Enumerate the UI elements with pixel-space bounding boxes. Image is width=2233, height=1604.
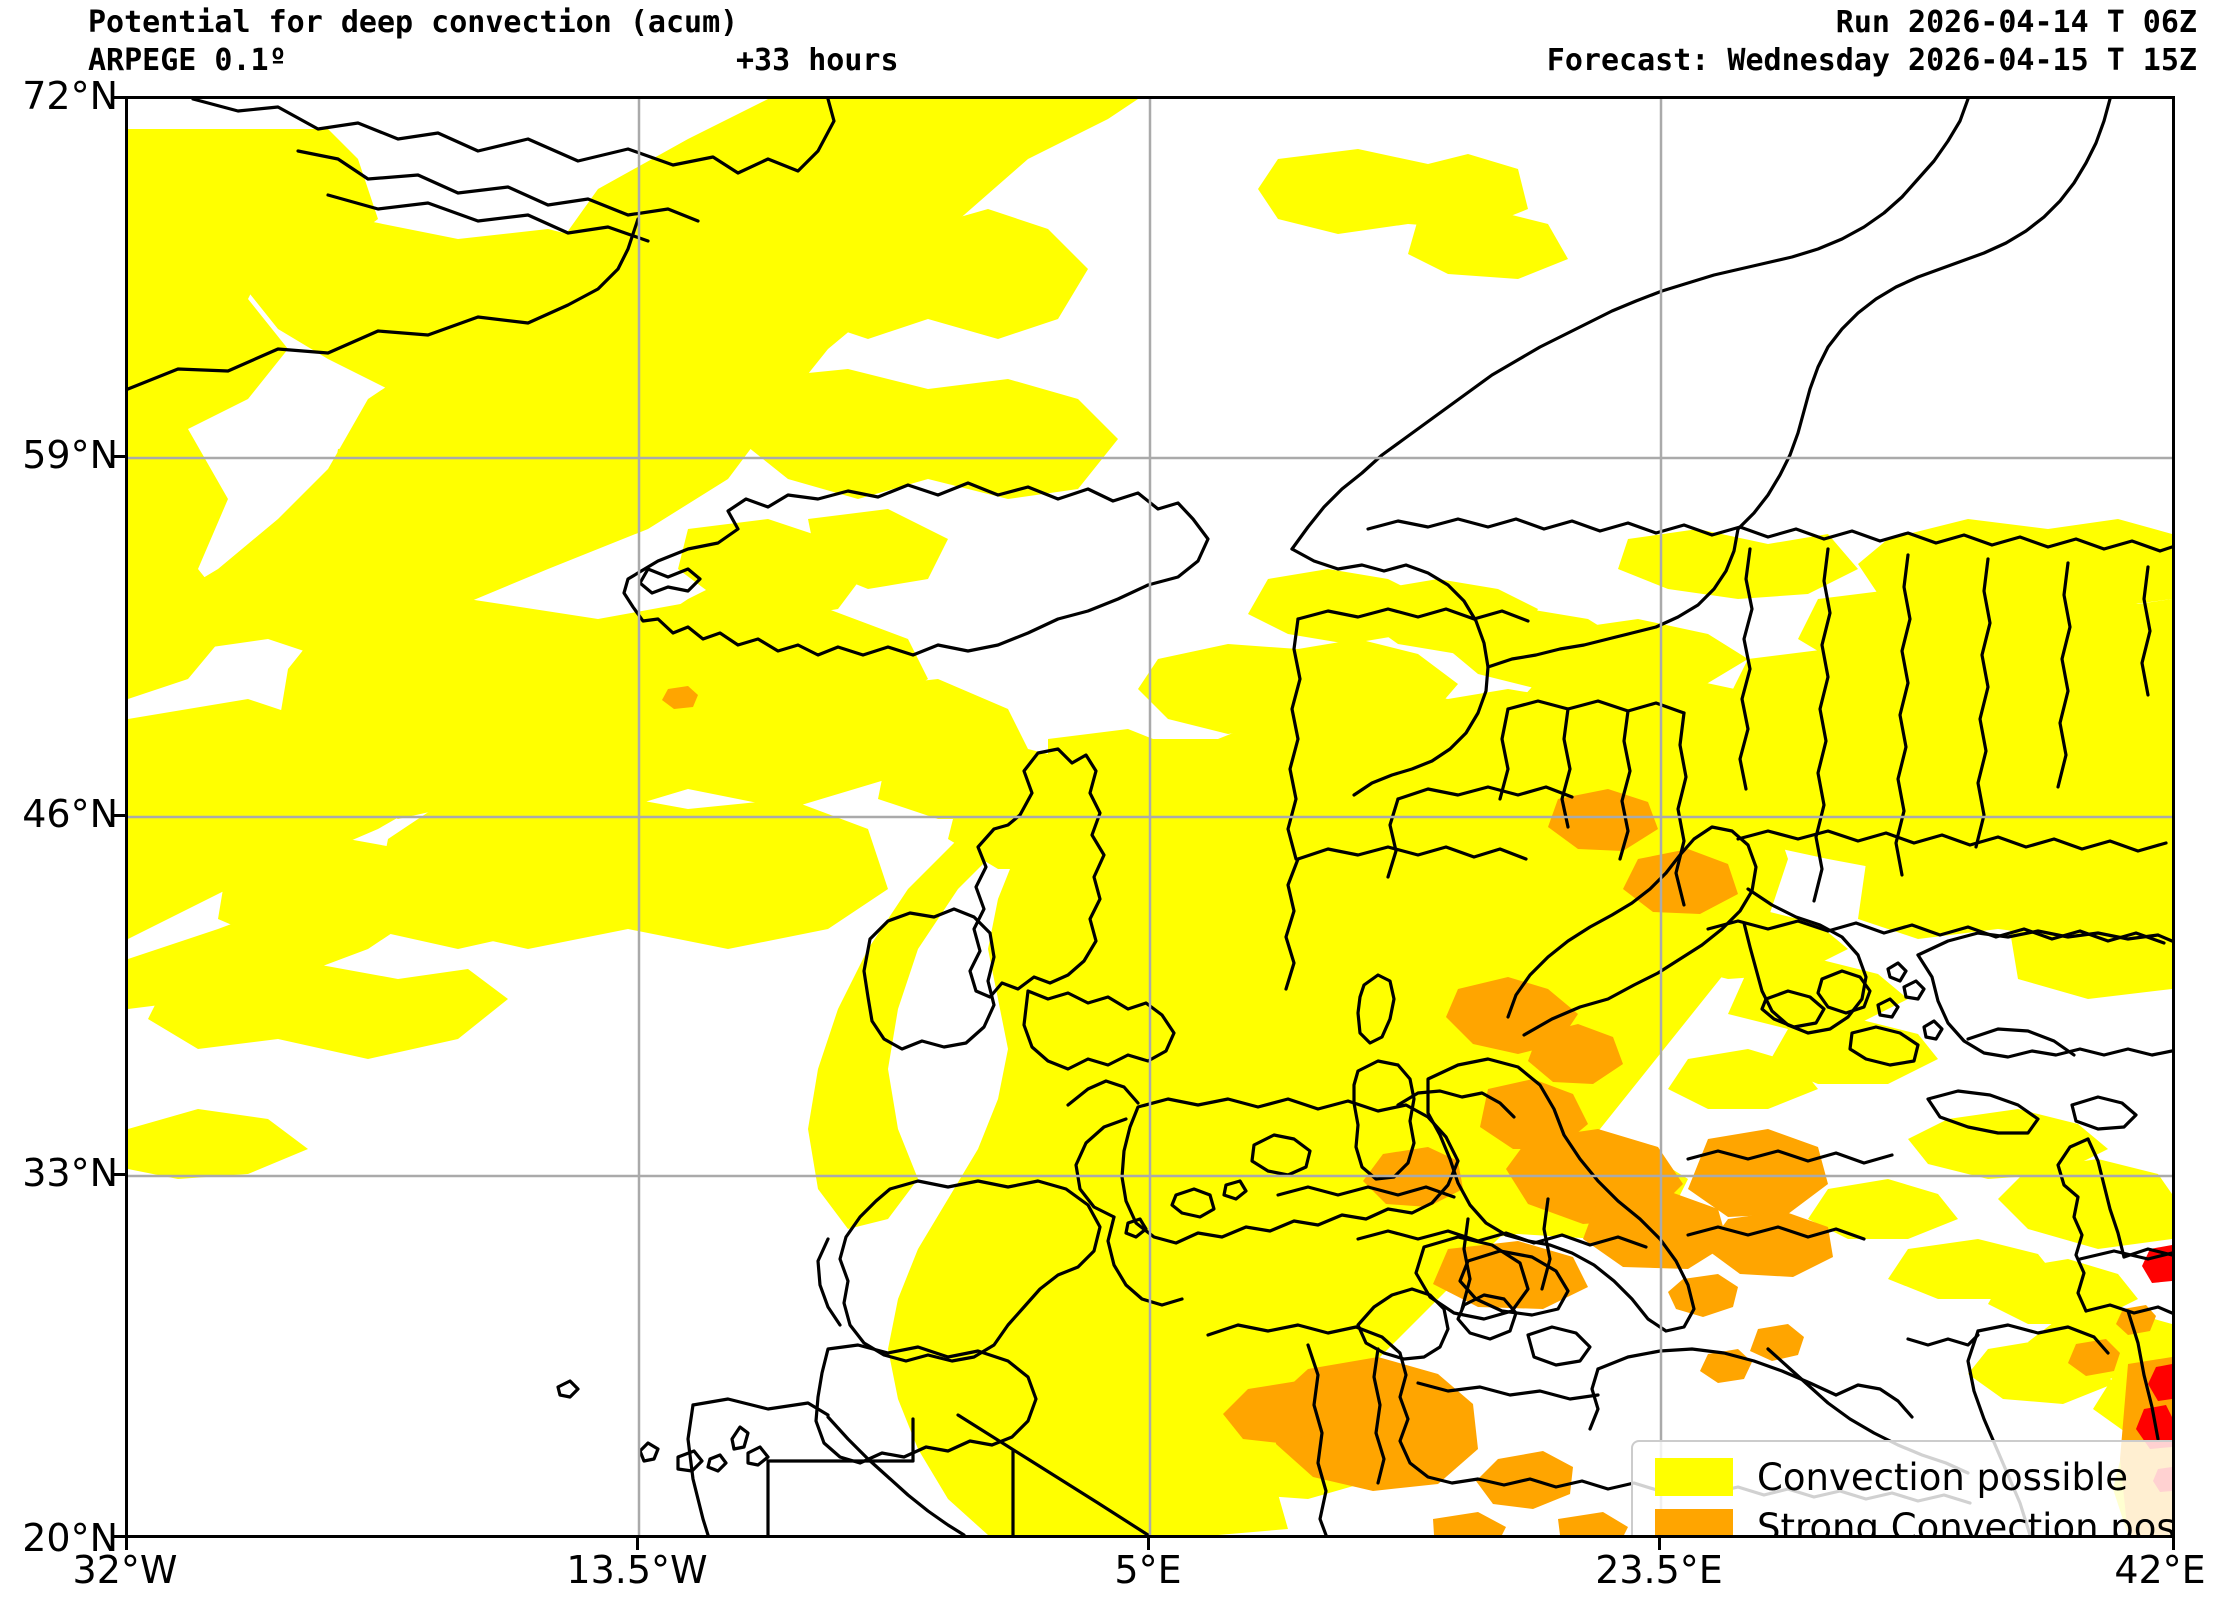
strong-convection-shading xyxy=(662,686,2172,1535)
tick-y-20N xyxy=(113,1535,125,1538)
legend-swatch-orange xyxy=(1655,1508,1733,1535)
map-canvas xyxy=(128,99,2172,1535)
y-tick-59N: 59°N xyxy=(22,433,118,477)
map-gridlines xyxy=(128,99,2172,1535)
model-label: ARPEGE 0.1º xyxy=(88,43,287,78)
page-title: Potential for deep convection (acum) xyxy=(88,5,739,40)
x-tick-5E: 5°E xyxy=(1114,1548,1182,1592)
x-tick-23-5E: 23.5°E xyxy=(1595,1548,1723,1592)
tick-x-23-5E xyxy=(1658,1538,1661,1550)
y-tick-46N: 46°N xyxy=(22,792,118,836)
x-tick-32W: 32°W xyxy=(72,1548,178,1592)
header-bar: Potential for deep convection (acum) ARP… xyxy=(0,0,2233,96)
legend-swatch-yellow xyxy=(1655,1458,1733,1497)
map-plot-area[interactable]: Convection possible Strong Convection po… xyxy=(125,96,2175,1538)
x-tick-13-5W: 13.5°W xyxy=(566,1548,708,1592)
tick-x-5E xyxy=(1147,1538,1150,1550)
legend-label-convection-possible: Convection possible xyxy=(1757,1455,2129,1499)
tick-y-72N xyxy=(113,96,125,99)
legend-item-convection-possible: Convection possible xyxy=(1655,1453,2172,1501)
forecast-timestamp-label: Forecast: Wednesday 2026-04-15 T 15Z xyxy=(1546,43,2197,78)
tick-y-33N xyxy=(113,1173,125,1176)
y-tick-72N: 72°N xyxy=(22,74,118,118)
y-tick-20N: 20°N xyxy=(22,1516,118,1560)
map-legend[interactable]: Convection possible Strong Convection po… xyxy=(1631,1440,2175,1538)
coastline-overlay xyxy=(128,99,2172,1535)
y-tick-33N: 33°N xyxy=(22,1151,118,1195)
tick-x-13-5W xyxy=(636,1538,639,1550)
legend-item-strong-convection-possible: Strong Convection possible xyxy=(1655,1504,2175,1538)
map-svg xyxy=(128,99,2172,1535)
lead-time-label: +33 hours xyxy=(736,43,899,78)
tick-x-42E xyxy=(2172,1538,2175,1550)
tick-x-32W xyxy=(125,1538,128,1550)
tick-y-46N xyxy=(113,814,125,817)
run-timestamp-label: Run 2026-04-14 T 06Z xyxy=(1835,5,2197,40)
legend-label-strong-convection-possible: Strong Convection possible xyxy=(1757,1506,2175,1538)
tick-y-59N xyxy=(113,455,125,458)
x-tick-42E: 42°E xyxy=(2114,1548,2206,1592)
